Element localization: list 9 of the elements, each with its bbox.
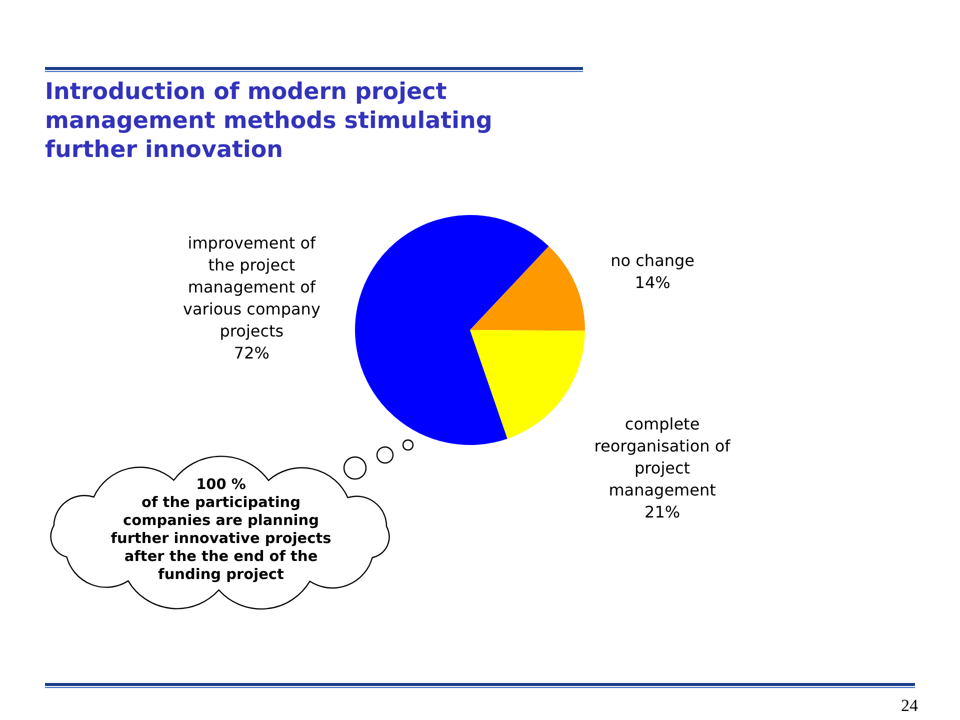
chart-title: Introduction of modern project management methods stimulating further innovation: [45, 78, 494, 165]
data-label: 72%: [234, 344, 270, 363]
slice-label: no change: [610, 251, 695, 270]
text: 24: [901, 696, 918, 716]
data-label: 14%: [634, 273, 670, 292]
slice-label: complete reorganisation of project management: [594, 414, 731, 500]
slice-label: improvement of the project management of various company projects: [183, 234, 320, 341]
data-label: 21%: [644, 502, 680, 522]
text: 100 % of the participating companies are planning further innovative projects after the the end of the funding project: [110, 476, 332, 584]
